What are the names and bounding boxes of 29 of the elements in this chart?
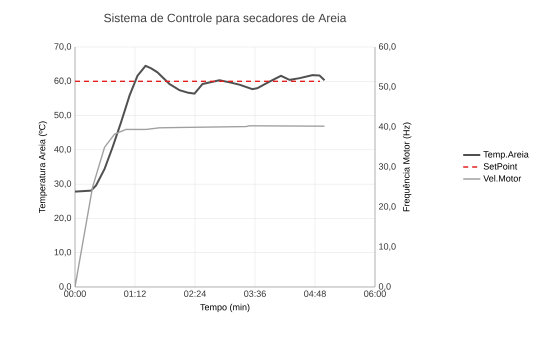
y2-tick-label: 30,0 [378, 163, 396, 171]
y2-tick-label: 20,0 [378, 203, 396, 211]
line-series [75, 125, 326, 287]
y-tick-label: 20,0 [54, 214, 72, 222]
chart-title: Sistema de Controle para secadores de Areia [104, 13, 346, 25]
y2-tick-label: 40,0 [378, 123, 396, 131]
x-tick-label: 01:12 [124, 290, 146, 297]
legend-label: SetPoint [484, 162, 518, 170]
y2-tick-label: 10,0 [379, 243, 396, 251]
y-axis-title: Temperatura Areia (ºC) [38, 121, 48, 213]
y-tick-label: 50,0 [54, 112, 72, 120]
x-axis-title: Tempo (min) [200, 304, 250, 312]
y2-tick-label: 60,0 [378, 43, 396, 51]
y2-tick-label: 50,0 [378, 83, 396, 91]
x-tick-label: 04:48 [304, 290, 326, 297]
y-tick-label: 40,0 [54, 146, 72, 154]
x-tick-label: 03:36 [244, 290, 266, 297]
x-tick-label: 06:00 [364, 290, 386, 297]
legend-label: Temp.Areia [483, 150, 529, 160]
y-tick-label: 10,0 [54, 248, 72, 256]
y-tick-label: 0,0 [59, 283, 72, 291]
y2-axis-title: Frequência Motor (Hz) [402, 122, 412, 212]
y2-tick-label: 0,0 [378, 283, 391, 291]
y-tick-label: 30,0 [54, 180, 72, 188]
legend-label: Vel.Motor [483, 174, 522, 182]
x-tick-label: 00:00 [64, 290, 86, 297]
y-tick-label: 70,0 [54, 43, 72, 51]
x-tick-label: 02:24 [184, 290, 206, 297]
y-tick-label: 60,0 [54, 78, 72, 85]
